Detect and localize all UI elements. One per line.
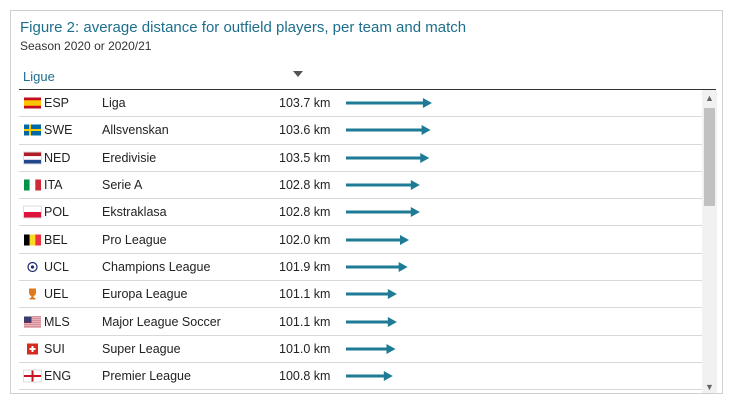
value-arrow-head — [410, 180, 420, 191]
value-arrow-shaft — [346, 183, 412, 187]
row-code: ESP — [44, 96, 70, 111]
row-league: Allsvenskan — [102, 123, 169, 138]
row-code: SUI — [44, 341, 65, 356]
row-value-label: 102.8 km — [279, 178, 331, 193]
value-arrow-shaft — [346, 347, 388, 351]
table-row: ENG Premier League 100.8 km — [19, 363, 702, 391]
table-body: ESP Liga 103.7 km SWE Allsvenskan 103.6 km NED… — [19, 90, 702, 392]
chart-title: Figure 2: average distance for outfield … — [20, 19, 467, 36]
chart-subtitle: Season 2020 or 2020/21 — [20, 39, 152, 53]
row-code: SWE — [44, 123, 73, 138]
row-value-label: 103.7 km — [279, 96, 331, 111]
row-code: UEL — [44, 287, 69, 302]
row-code: MLS — [44, 314, 70, 329]
value-arrow — [346, 152, 430, 163]
header-divider — [19, 89, 716, 90]
table-row: NED Eredivisie 103.5 km — [19, 145, 702, 172]
row-league: Premier League — [102, 369, 191, 384]
row-value-label: 102.0 km — [279, 232, 331, 247]
sweden-flag-icon — [24, 124, 41, 136]
row-league: Liga — [102, 96, 126, 111]
value-arrow — [346, 289, 397, 300]
scrollbar[interactable]: ▲ ▼ — [702, 90, 717, 393]
ucl-logo-icon — [24, 261, 41, 273]
spain-flag-icon — [24, 97, 41, 109]
value-arrow-head — [410, 207, 420, 218]
value-arrow-shaft — [346, 374, 385, 378]
row-value-label: 101.0 km — [279, 341, 331, 356]
row-value-label: 103.5 km — [279, 150, 331, 165]
table-row: ITA Serie A 102.8 km — [19, 172, 702, 200]
value-arrow-head — [383, 371, 393, 382]
row-value-label: 101.9 km — [279, 259, 331, 274]
value-arrow-head — [422, 98, 432, 109]
scrollbar-thumb[interactable] — [704, 108, 715, 206]
row-league: Europa League — [102, 287, 188, 302]
table-row: UEL Europa League 101.1 km — [19, 281, 702, 309]
usa-flag-icon — [24, 316, 41, 328]
value-arrow-head — [387, 289, 397, 300]
row-value-label: 102.8 km — [279, 205, 331, 220]
belgium-flag-icon — [24, 234, 41, 246]
table-row: UCL Champions League 101.9 km — [19, 254, 702, 282]
value-arrow-shaft — [346, 101, 424, 105]
row-code: POL — [44, 205, 70, 220]
row-code: UCL — [44, 259, 70, 274]
row-league: Ekstraklasa — [102, 205, 167, 220]
table-row: BEL Pro League 102.0 km — [19, 226, 702, 254]
row-league: Pro League — [102, 232, 167, 247]
value-arrow — [346, 371, 393, 382]
value-arrow-shaft — [346, 265, 400, 269]
sort-descending-icon[interactable] — [293, 71, 303, 77]
value-arrow — [346, 98, 432, 109]
table-row: POL Ekstraklasa 102.8 km — [19, 199, 702, 227]
table-row: MLS Major League Soccer 101.1 km — [19, 308, 702, 336]
column-header-league[interactable]: Ligue — [23, 69, 55, 84]
switzerland-flag-icon — [24, 343, 41, 355]
row-league: Major League Soccer — [102, 314, 221, 329]
chart-card: Figure 2: average distance for outfield … — [10, 10, 723, 394]
italy-flag-icon — [24, 179, 41, 191]
value-arrow — [346, 316, 397, 327]
row-league: Champions League — [102, 259, 211, 274]
scroll-down-icon[interactable]: ▼ — [705, 382, 714, 392]
poland-flag-icon — [23, 205, 42, 219]
scroll-up-icon[interactable]: ▲ — [705, 93, 714, 103]
value-arrow-head — [400, 234, 409, 245]
value-arrow-shaft — [346, 128, 423, 132]
value-arrow — [346, 180, 420, 191]
row-value-label: 103.6 km — [279, 123, 331, 138]
value-arrow-head — [421, 125, 431, 136]
row-code: ENG — [44, 369, 72, 384]
value-arrow-head — [398, 261, 408, 272]
value-arrow — [346, 261, 408, 272]
row-league: Serie A — [102, 178, 143, 193]
row-value-label: 100.8 km — [279, 369, 331, 384]
value-arrow-head — [386, 343, 396, 354]
table-row: ESP Liga 103.7 km — [19, 90, 702, 118]
value-arrow-shaft — [346, 320, 389, 324]
value-arrow-shaft — [346, 210, 412, 214]
row-league: Eredivisie — [102, 150, 157, 165]
row-code: ITA — [44, 178, 63, 193]
row-code: NED — [44, 150, 71, 165]
netherlands-flag-icon — [23, 151, 42, 165]
value-arrow-shaft — [346, 238, 401, 242]
table-row: SUI Super League 101.0 km — [19, 336, 702, 363]
table-row: SWE Allsvenskan 103.6 km — [19, 117, 702, 145]
row-code: BEL — [44, 232, 68, 247]
value-arrow-head — [387, 316, 397, 327]
value-arrow — [346, 343, 396, 354]
row-value-label: 101.1 km — [279, 314, 331, 329]
uel-logo-icon — [24, 288, 41, 300]
value-arrow-shaft — [346, 292, 389, 296]
england-flag-icon — [23, 369, 42, 383]
row-league: Super League — [102, 341, 181, 356]
value-arrow-shaft — [346, 156, 422, 160]
value-arrow — [346, 234, 409, 245]
value-arrow — [346, 125, 431, 136]
value-arrow — [346, 207, 420, 218]
row-value-label: 101.1 km — [279, 287, 331, 302]
value-arrow-head — [420, 152, 430, 163]
